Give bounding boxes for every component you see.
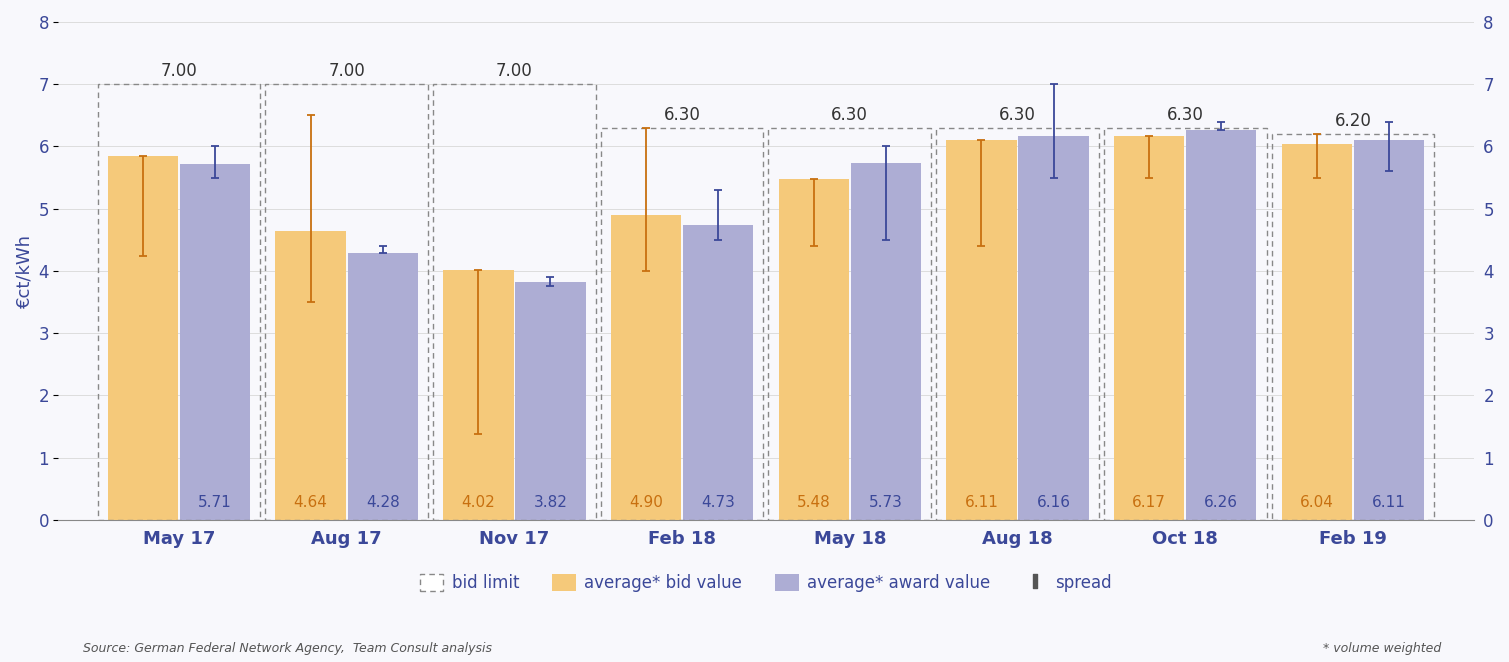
Bar: [851, 164, 920, 520]
Bar: [1114, 136, 1185, 520]
Text: 7.00: 7.00: [496, 62, 533, 81]
Text: 5.71: 5.71: [198, 495, 232, 510]
Text: 6.30: 6.30: [831, 106, 868, 124]
Text: 6.30: 6.30: [999, 106, 1035, 124]
Text: 6.30: 6.30: [664, 106, 700, 124]
Bar: [347, 254, 418, 520]
Text: 6.16: 6.16: [1037, 495, 1070, 510]
Bar: [107, 156, 178, 520]
Text: 7.00: 7.00: [160, 62, 198, 81]
Bar: [768, 128, 931, 520]
Bar: [1186, 130, 1257, 520]
Bar: [601, 128, 764, 520]
Bar: [779, 179, 850, 520]
Text: 5.48: 5.48: [797, 495, 830, 510]
Text: 6.20: 6.20: [1334, 113, 1372, 130]
Legend: bid limit, average* bid value, average* award value, spread: bid limit, average* bid value, average* …: [413, 567, 1118, 598]
Text: 4.02: 4.02: [462, 495, 495, 510]
Bar: [1354, 140, 1424, 520]
Text: 6.30: 6.30: [1166, 106, 1204, 124]
Text: 6.17: 6.17: [1132, 495, 1166, 510]
Text: 7.00: 7.00: [329, 62, 365, 81]
Text: 3.82: 3.82: [534, 495, 567, 510]
Text: 4.28: 4.28: [365, 495, 400, 510]
Bar: [275, 231, 346, 520]
Bar: [266, 84, 429, 520]
Bar: [936, 128, 1099, 520]
Y-axis label: €ct/kWh: €ct/kWh: [15, 234, 33, 308]
Text: 6.11: 6.11: [1372, 495, 1406, 510]
Text: 5.73: 5.73: [869, 495, 902, 510]
Bar: [946, 140, 1017, 520]
Text: 4.73: 4.73: [702, 495, 735, 510]
Bar: [1272, 134, 1434, 520]
Text: 4.90: 4.90: [629, 495, 662, 510]
Bar: [1019, 136, 1089, 520]
Bar: [433, 84, 596, 520]
Text: 6.04: 6.04: [1299, 495, 1334, 510]
Text: Source: German Federal Network Agency,  Team Consult analysis: Source: German Federal Network Agency, T…: [83, 642, 492, 655]
Bar: [444, 269, 513, 520]
Bar: [180, 164, 250, 520]
Bar: [1105, 128, 1266, 520]
Text: 6.11: 6.11: [964, 495, 999, 510]
Text: 4.64: 4.64: [294, 495, 327, 510]
Bar: [611, 215, 681, 520]
Bar: [515, 282, 585, 520]
Text: * volume weighted: * volume weighted: [1323, 642, 1441, 655]
Bar: [684, 226, 753, 520]
Bar: [1281, 144, 1352, 520]
Text: 6.26: 6.26: [1204, 495, 1239, 510]
Bar: [98, 84, 260, 520]
